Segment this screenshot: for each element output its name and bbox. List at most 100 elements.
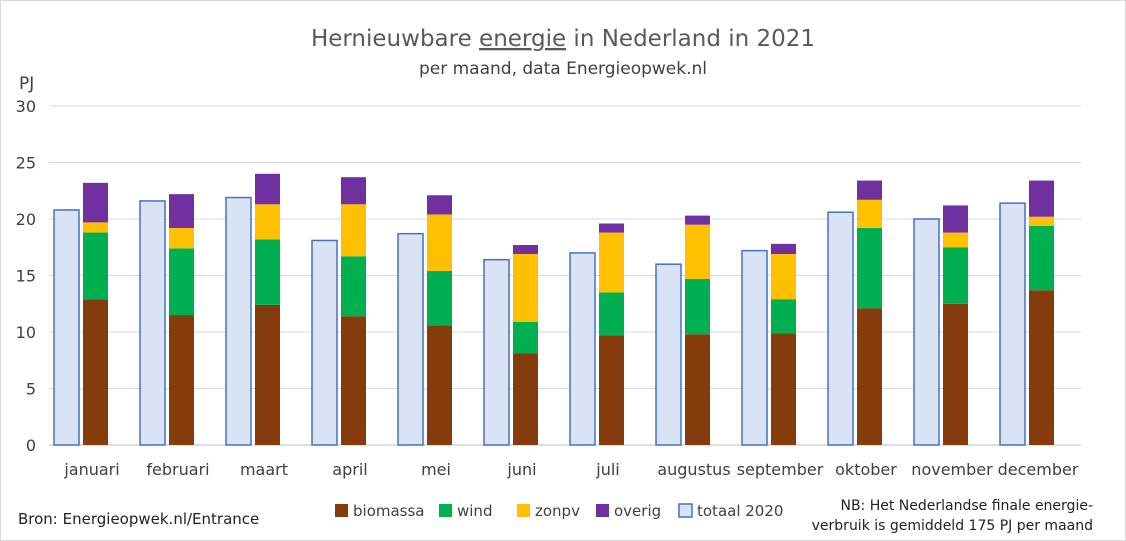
- y-axis-unit: PJ: [19, 74, 34, 94]
- legend-label-totaal-2020: totaal 2020: [697, 502, 783, 520]
- bar-zonpv-november: [943, 232, 968, 248]
- bar-biomassa-augustus: [685, 334, 710, 445]
- legend-label-wind: wind: [457, 502, 492, 520]
- bar-biomassa-januari: [83, 299, 108, 445]
- y-tick-label-5: 5: [26, 380, 36, 399]
- x-tick-label-oktober: oktober: [835, 460, 897, 479]
- bar-biomassa-mei: [427, 325, 452, 445]
- y-tick-label-25: 25: [16, 154, 36, 173]
- source-text: Bron: Energieopwek.nl/Entrance: [18, 510, 259, 528]
- bar-biomassa-september: [771, 333, 796, 445]
- bar-totaal-2020-augustus: [655, 263, 682, 446]
- bar-totaal-2020-januari: [53, 209, 80, 446]
- x-tick-label-maart: maart: [240, 460, 288, 479]
- bar-biomassa-oktober: [857, 308, 882, 445]
- bar-biomassa-februari: [169, 315, 194, 445]
- bar-totaal-2020-februari: [139, 200, 166, 446]
- bar-wind-april: [341, 256, 366, 317]
- bar-zonpv-april: [341, 204, 366, 257]
- bar-wind-juni: [513, 321, 538, 354]
- bar-zonpv-juli: [599, 232, 624, 293]
- bar-overig-maart: [255, 173, 280, 205]
- bar-zonpv-februari: [169, 228, 194, 249]
- bar-wind-september: [771, 299, 796, 334]
- bar-zonpv-maart: [255, 204, 280, 240]
- bar-totaal-2020-mei: [397, 232, 424, 446]
- y-tick-label-10: 10: [16, 323, 36, 342]
- bar-biomassa-november: [943, 303, 968, 445]
- bar-zonpv-juni: [513, 254, 538, 322]
- bar-totaal-2020-juni: [483, 258, 510, 446]
- legend-label-biomassa: biomassa: [353, 502, 425, 520]
- bar-overig-oktober: [857, 180, 882, 200]
- bar-wind-augustus: [685, 278, 710, 335]
- bar-totaal-2020-juli: [569, 252, 596, 446]
- bar-wind-mei: [427, 270, 452, 326]
- chart-title: Hernieuwbare energie in Nederland in 202…: [311, 26, 815, 52]
- x-tick-label-december: december: [998, 460, 1079, 479]
- bar-totaal-2020-december: [999, 202, 1026, 446]
- bar-overig-november: [943, 205, 968, 233]
- bar-wind-oktober: [857, 228, 882, 309]
- legend-swatch-wind: [439, 504, 452, 517]
- bar-wind-februari: [169, 248, 194, 316]
- y-tick-label-30: 30: [16, 97, 36, 116]
- chart-title-part-2: energie: [479, 26, 566, 52]
- bar-overig-mei: [427, 195, 452, 215]
- legend-swatch-overig: [596, 504, 609, 517]
- bar-wind-november: [943, 247, 968, 304]
- y-tick-label-20: 20: [16, 210, 36, 229]
- legend: biomassa wind zonpv overig totaal 2020: [335, 502, 783, 520]
- x-tick-label-augustus: augustus: [657, 460, 730, 479]
- chart-subtitle: per maand, data Energieopwek.nl: [419, 59, 707, 79]
- axes: 0 5 10 15 20 25 30 januari februari maart april mei…: [16, 97, 1079, 479]
- x-tick-label-februari: februari: [146, 460, 209, 479]
- bars: [53, 173, 1054, 446]
- bar-overig-februari: [169, 194, 194, 229]
- bar-overig-september: [771, 243, 796, 255]
- bar-totaal-2020-april: [311, 239, 338, 446]
- x-tick-label-juni: juni: [506, 460, 536, 479]
- bar-zonpv-september: [771, 254, 796, 300]
- x-tick-label-mei: mei: [421, 460, 451, 479]
- chart-title-part-3: in Nederland in 2021: [566, 26, 815, 52]
- x-tick-label-september: september: [737, 460, 824, 479]
- y-tick-label-15: 15: [16, 267, 36, 286]
- bar-zonpv-augustus: [685, 224, 710, 279]
- bar-totaal-2020-november: [913, 218, 940, 446]
- bar-overig-december: [1029, 180, 1054, 217]
- x-tick-label-november: november: [911, 460, 993, 479]
- x-tick-label-januari: januari: [63, 460, 119, 479]
- bar-wind-maart: [255, 239, 280, 305]
- bar-zonpv-oktober: [857, 199, 882, 229]
- bar-overig-januari: [83, 182, 108, 223]
- bar-biomassa-april: [341, 316, 366, 445]
- bar-zonpv-mei: [427, 214, 452, 271]
- bar-overig-april: [341, 177, 366, 205]
- note-line-2: verbruik is gemiddeld 175 PJ per maand: [812, 518, 1093, 534]
- bar-zonpv-december: [1029, 216, 1054, 226]
- bar-biomassa-juli: [599, 335, 624, 445]
- legend-swatch-zonpv: [517, 504, 530, 517]
- bar-wind-december: [1029, 225, 1054, 291]
- bar-biomassa-maart: [255, 304, 280, 445]
- legend-swatch-totaal-2020: [678, 503, 693, 518]
- bar-totaal-2020-oktober: [827, 211, 854, 446]
- x-tick-label-juli: juli: [595, 460, 619, 479]
- bar-wind-juli: [599, 292, 624, 336]
- bar-totaal-2020-september: [741, 249, 768, 446]
- bar-overig-juni: [513, 244, 538, 255]
- note-line-1: NB: Het Nederlandse finale energie-: [840, 498, 1093, 514]
- x-tick-label-april: april: [332, 460, 367, 479]
- bar-overig-augustus: [685, 215, 710, 225]
- chart-title-part-1: Hernieuwbare: [311, 26, 479, 52]
- gridlines: [49, 105, 1081, 446]
- bar-biomassa-december: [1029, 290, 1054, 445]
- legend-label-zonpv: zonpv: [535, 502, 580, 520]
- legend-label-overig: overig: [614, 502, 661, 520]
- bar-overig-juli: [599, 223, 624, 233]
- bar-biomassa-juni: [513, 353, 538, 445]
- bar-zonpv-januari: [83, 222, 108, 233]
